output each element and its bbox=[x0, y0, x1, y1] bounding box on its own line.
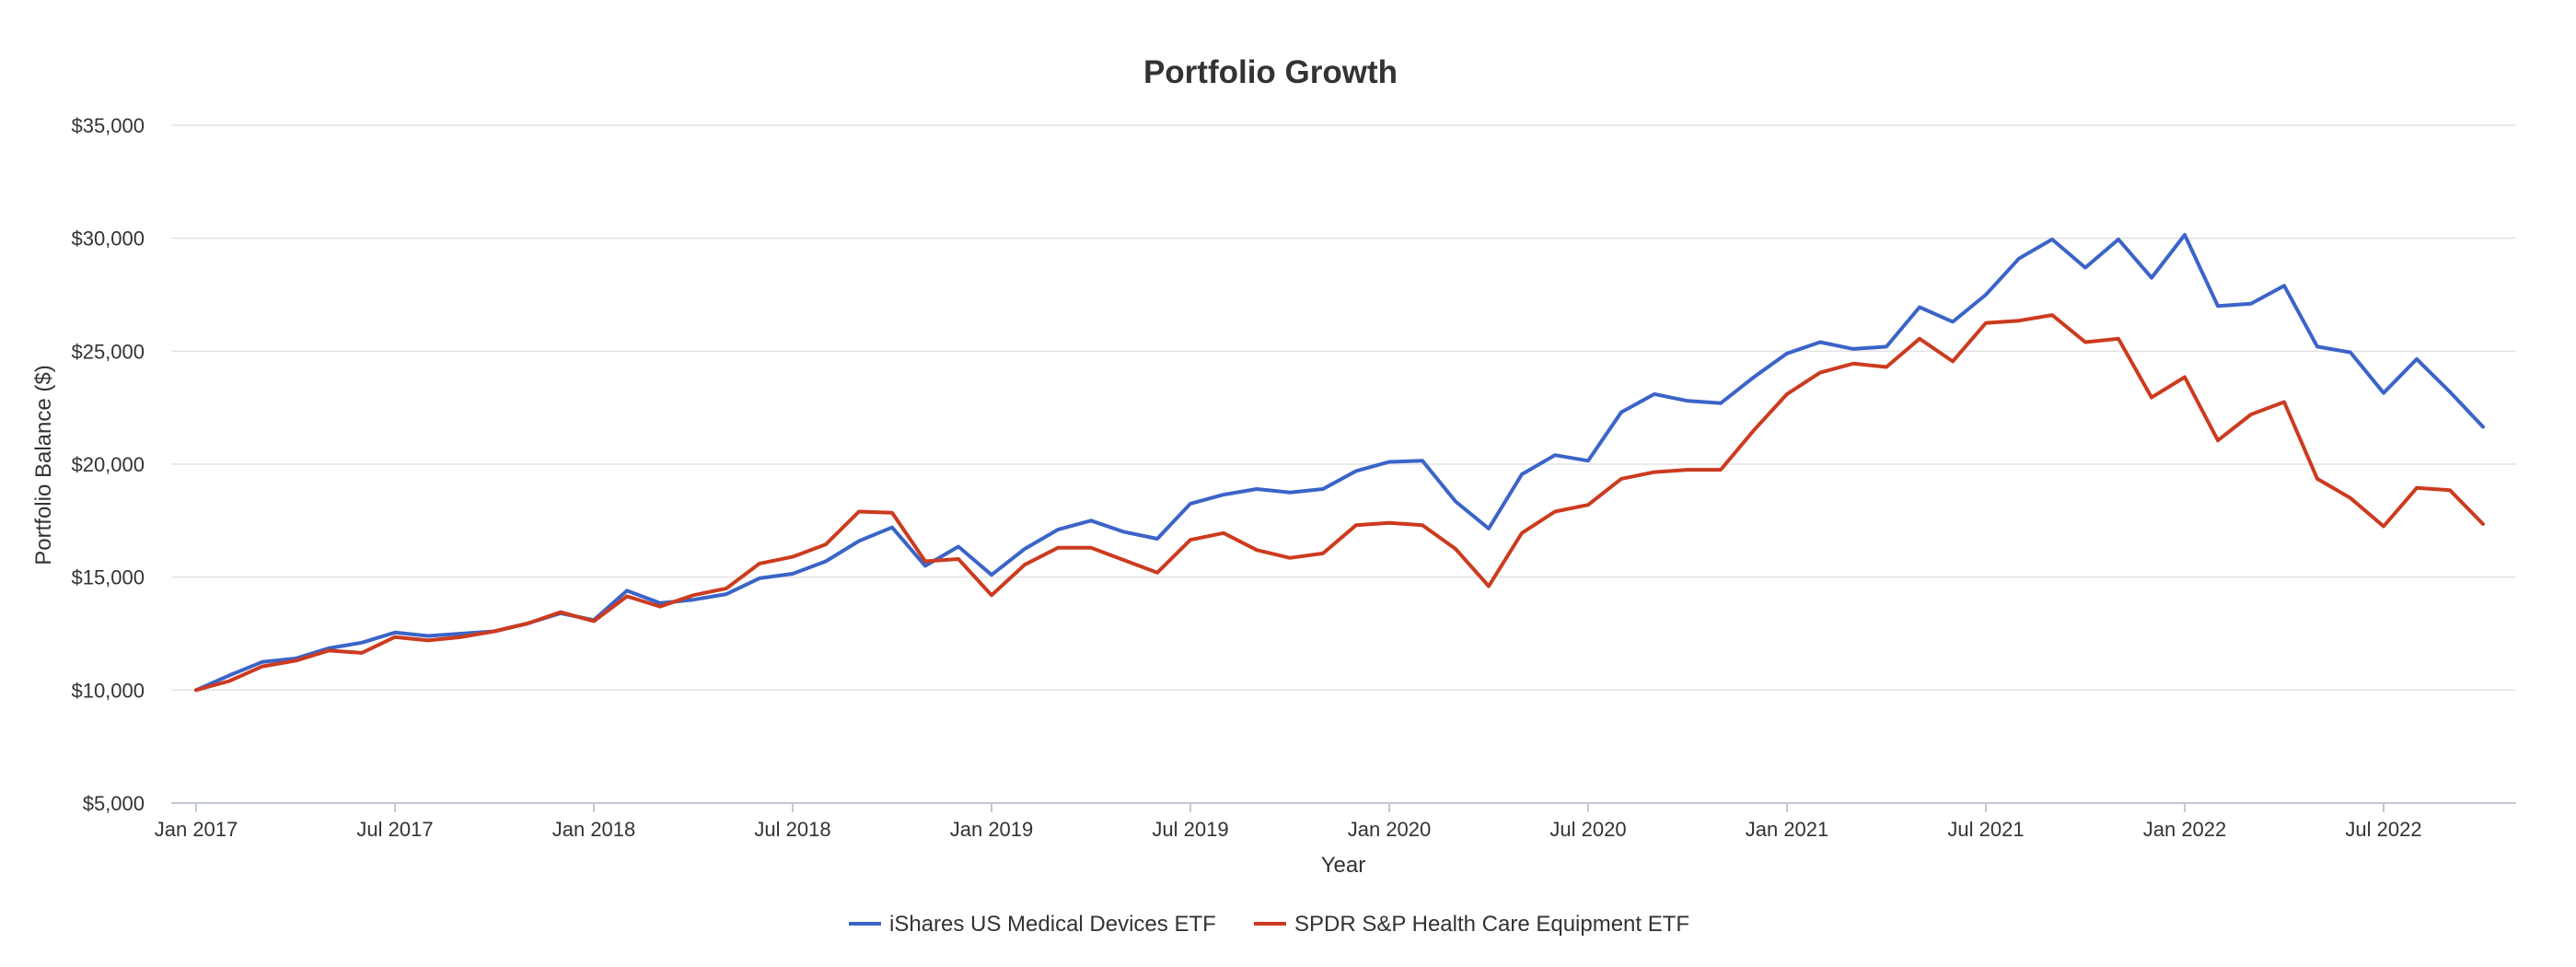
y-tick-label: $5,000 bbox=[83, 792, 145, 815]
y-tick-label: $20,000 bbox=[71, 453, 145, 476]
legend-item-spdr[interactable]: SPDR S&P Health Care Equipment ETF bbox=[1254, 912, 1689, 937]
y-tick-label: $25,000 bbox=[71, 340, 145, 363]
x-tick-label: Jul 2018 bbox=[754, 818, 830, 841]
y-axis-ticks: $5,000 $10,000 $15,000 $20,000 $25,000 $30,00… bbox=[71, 114, 145, 815]
y-tick-label: $10,000 bbox=[71, 679, 145, 702]
legend-label-spdr: SPDR S&P Health Care Equipment ETF bbox=[1294, 912, 1689, 937]
legend-label-ishares: iShares US Medical Devices ETF bbox=[889, 912, 1216, 937]
series-line-spdr[interactable] bbox=[194, 313, 2485, 693]
x-tick-label: Jul 2017 bbox=[356, 818, 433, 841]
x-tick-label: Jul 2021 bbox=[1947, 818, 2024, 841]
x-tick-label: Jan 2021 bbox=[1746, 818, 1829, 841]
x-tick-label: Jan 2018 bbox=[552, 818, 636, 841]
y-axis-label: Portfolio Balance ($) bbox=[31, 365, 56, 565]
x-tick-label: Jul 2022 bbox=[2345, 818, 2421, 841]
gridlines bbox=[171, 124, 2516, 692]
y-tick-label: $35,000 bbox=[71, 114, 145, 137]
x-tick-label: Jan 2017 bbox=[155, 818, 238, 841]
x-axis-label: Year bbox=[1321, 853, 1366, 878]
x-tick-label: Jul 2019 bbox=[1152, 818, 1228, 841]
legend: iShares US Medical Devices ETF SPDR S&P … bbox=[849, 912, 1689, 937]
chart-title: Portfolio Growth bbox=[1143, 54, 1398, 90]
x-axis-ticks: Jan 2017 Jul 2017 Jan 2018 Jul 2018 Jan 2019… bbox=[155, 803, 2422, 841]
x-tick-label: Jan 2019 bbox=[950, 818, 1034, 841]
legend-item-ishares[interactable]: iShares US Medical Devices ETF bbox=[849, 912, 1216, 937]
x-tick-label: Jan 2022 bbox=[2143, 818, 2227, 841]
x-tick-label: Jul 2020 bbox=[1549, 818, 1626, 841]
series-line-ishares[interactable] bbox=[194, 233, 2485, 693]
x-tick-label: Jan 2020 bbox=[1348, 818, 1432, 841]
y-tick-label: $30,000 bbox=[71, 227, 145, 250]
y-tick-label: $15,000 bbox=[71, 566, 145, 589]
series-lines bbox=[194, 233, 2485, 693]
